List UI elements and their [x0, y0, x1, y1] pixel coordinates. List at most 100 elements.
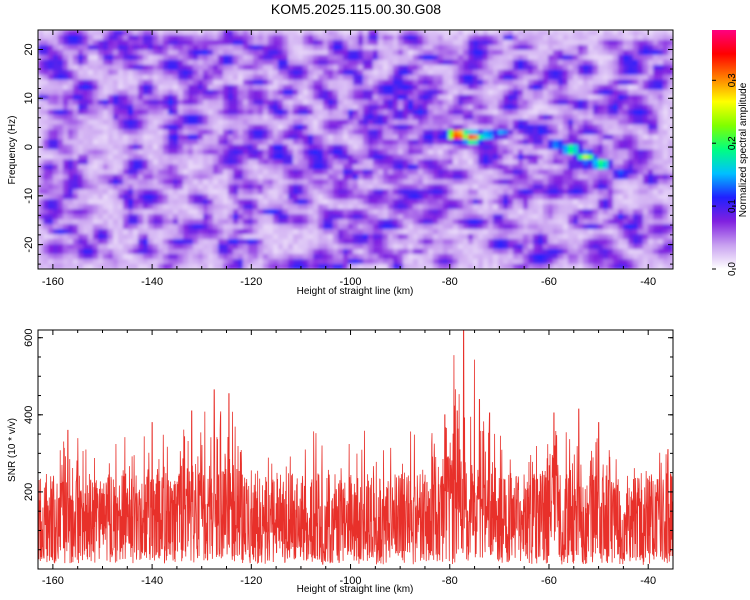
- heatmap-cell: [468, 109, 474, 116]
- heatmap-cell: [263, 214, 269, 220]
- heatmap-cell: [193, 154, 199, 161]
- heatmap-cell: [158, 209, 164, 215]
- heatmap-cell: [518, 104, 524, 111]
- heatmap-cell: [318, 184, 324, 190]
- heatmap-cell: [568, 54, 574, 61]
- heatmap-cell: [568, 134, 574, 141]
- heatmap-cell: [268, 199, 274, 205]
- heatmap-cell: [458, 94, 464, 101]
- heatmap-cell: [628, 89, 634, 96]
- heatmap-cell: [558, 154, 564, 161]
- heatmap-cell: [413, 134, 419, 141]
- heatmap-cell: [263, 64, 269, 71]
- heatmap-cell: [218, 224, 224, 230]
- heatmap-cell: [343, 49, 349, 56]
- heatmap-cell: [253, 144, 259, 151]
- heatmap-cell: [158, 44, 164, 51]
- heatmap-cell: [523, 49, 529, 56]
- heatmap-cell: [608, 79, 614, 86]
- heatmap-cell: [368, 49, 374, 56]
- heatmap-cell: [433, 59, 439, 66]
- heatmap-cell: [363, 64, 369, 71]
- heatmap-cell: [528, 164, 534, 171]
- heatmap-cell: [248, 169, 254, 175]
- heatmap-cell: [253, 34, 259, 41]
- heatmap-cell: [53, 184, 59, 190]
- heatmap-cell: [138, 104, 144, 111]
- heatmap-cell: [398, 129, 404, 136]
- heatmap-cell: [138, 214, 144, 220]
- heatmap-cell: [628, 34, 634, 41]
- heatmap-cell: [553, 44, 559, 51]
- heatmap-cell: [263, 189, 269, 195]
- heatmap-cell: [463, 104, 469, 111]
- heatmap-cell: [143, 139, 149, 146]
- heatmap-cell: [368, 119, 374, 126]
- heatmap-cell: [233, 44, 239, 51]
- heatmap-cell: [303, 129, 309, 136]
- heatmap-cell: [438, 174, 444, 180]
- heatmap-cell: [58, 219, 64, 225]
- heatmap-cell: [113, 224, 119, 230]
- heatmap-cell: [598, 30, 604, 36]
- heatmap-cell: [483, 199, 489, 205]
- heatmap-cell: [93, 149, 99, 156]
- heatmap-cell: [338, 149, 344, 156]
- heatmap-cell: [588, 89, 594, 96]
- heatmap-cell: [158, 109, 164, 116]
- heatmap-cell: [393, 30, 399, 36]
- heatmap-cell: [208, 89, 214, 96]
- heatmap-cell: [233, 129, 239, 136]
- heatmap-cell: [88, 129, 94, 136]
- heatmap-cell: [233, 124, 239, 131]
- heatmap-cell: [428, 174, 434, 180]
- heatmap-cell: [398, 114, 404, 121]
- heatmap-cell: [378, 164, 384, 171]
- heatmap-cell: [243, 204, 249, 210]
- heatmap-cell: [623, 64, 629, 71]
- heatmap-cell: [613, 114, 619, 121]
- heatmap-cell: [233, 139, 239, 146]
- heatmap-cell: [38, 119, 44, 126]
- heatmap-cell: [598, 149, 604, 156]
- heatmap-cell: [363, 44, 369, 51]
- heatmap-cell: [118, 44, 124, 51]
- heatmap-cell: [523, 184, 529, 190]
- heatmap-cell: [58, 179, 64, 185]
- heatmap-cell: [563, 139, 569, 146]
- heatmap-cell: [333, 144, 339, 151]
- heatmap-cell: [303, 194, 309, 200]
- heatmap-cell: [73, 169, 79, 175]
- heatmap-cell: [133, 119, 139, 126]
- heatmap-cell: [363, 199, 369, 205]
- heatmap-cell: [263, 44, 269, 51]
- heatmap-cell: [198, 99, 204, 106]
- heatmap-cell: [278, 114, 284, 121]
- heatmap-cell: [463, 149, 469, 156]
- heatmap-cell: [493, 184, 499, 190]
- heatmap-cell: [203, 189, 209, 195]
- heatmap-cell: [503, 99, 509, 106]
- heatmap-cell: [348, 174, 354, 180]
- heatmap-cell: [173, 59, 179, 66]
- heatmap-cell: [508, 154, 514, 161]
- heatmap-cell: [78, 164, 84, 171]
- heatmap-cell: [113, 189, 119, 195]
- heatmap-cell: [63, 189, 69, 195]
- heatmap-cell: [368, 89, 374, 96]
- heatmap-cell: [648, 204, 654, 210]
- heatmap-cell: [158, 94, 164, 101]
- heatmap-cell: [658, 54, 664, 61]
- heatmap-cell: [348, 184, 354, 190]
- heatmap-cell: [308, 204, 314, 210]
- heatmap-cell: [178, 159, 184, 166]
- heatmap-cell: [173, 84, 179, 91]
- heatmap-cell: [98, 94, 104, 101]
- heatmap-cell: [243, 174, 249, 180]
- heatmap-cell: [448, 214, 454, 220]
- heatmap-cell: [103, 49, 109, 56]
- heatmap-cell: [168, 179, 174, 185]
- heatmap-cell: [378, 49, 384, 56]
- heatmap-cell: [488, 154, 494, 161]
- heatmap-cell: [468, 104, 474, 111]
